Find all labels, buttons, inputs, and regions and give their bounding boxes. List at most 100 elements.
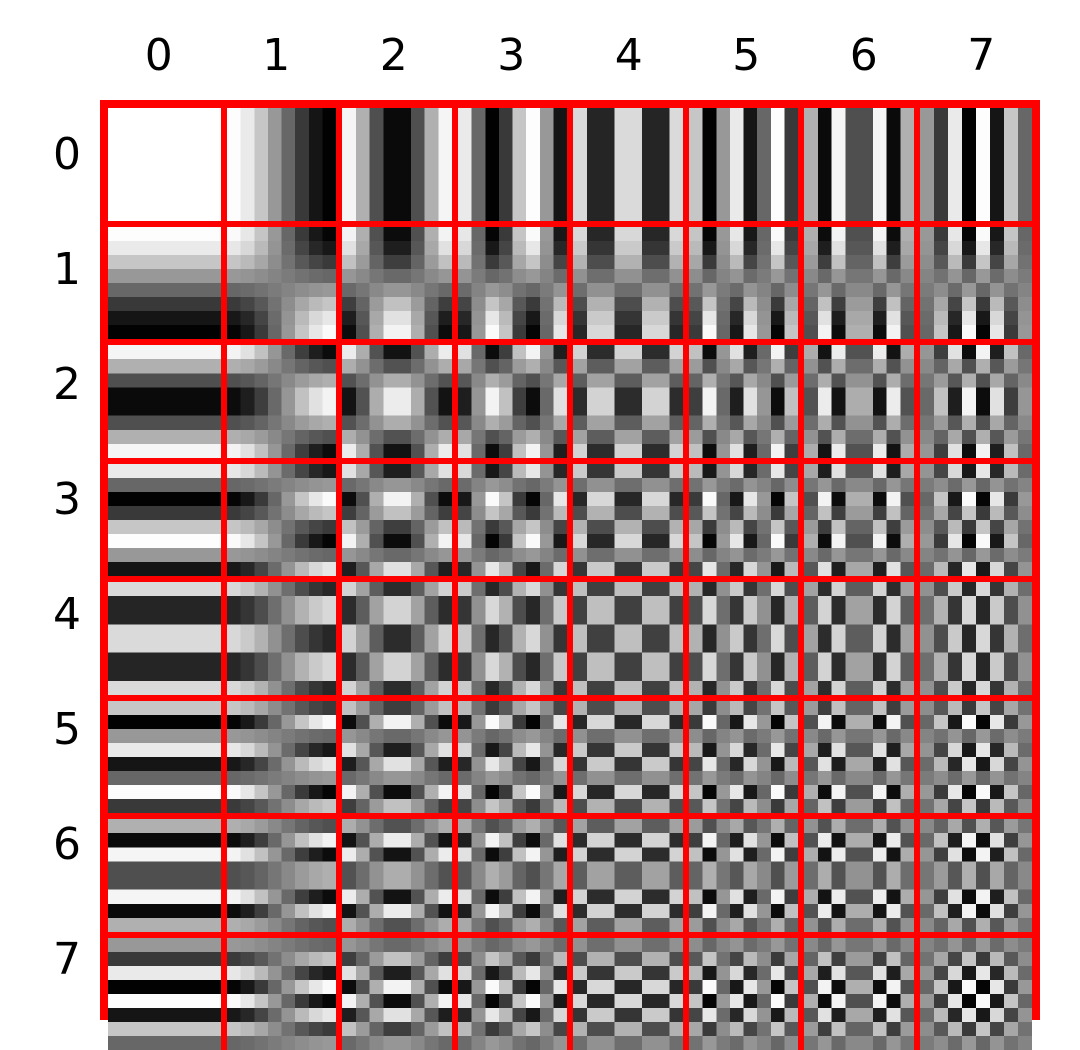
- basis-tile: [342, 108, 452, 221]
- basis-tile: [804, 108, 914, 221]
- basis-cell-1-4: [570, 224, 686, 343]
- col-label-2: 2: [335, 30, 453, 81]
- basis-tile: [573, 464, 683, 577]
- basis-tile: [920, 938, 1033, 1050]
- basis-cell-5-6: [801, 698, 917, 817]
- basis-cell-5-0: [108, 698, 224, 817]
- basis-cell-0-1: [224, 108, 340, 224]
- basis-tile: [804, 701, 914, 814]
- col-label-7: 7: [923, 30, 1041, 81]
- basis-cell-7-1: [224, 935, 340, 1050]
- row-label-6: 6: [34, 819, 100, 870]
- basis-tile: [920, 701, 1033, 814]
- basis-tile: [689, 345, 799, 458]
- basis-tile: [573, 582, 683, 695]
- basis-cell-7-4: [570, 935, 686, 1050]
- basis-tile: [689, 582, 799, 695]
- basis-cell-1-0: [108, 224, 224, 343]
- basis-cell-5-4: [570, 698, 686, 817]
- basis-cell-6-1: [224, 816, 340, 935]
- basis-cell-4-7: [917, 579, 1033, 698]
- basis-tile: [920, 819, 1033, 932]
- basis-cell-0-0: [108, 108, 224, 224]
- basis-tile: [108, 701, 221, 814]
- basis-cell-5-5: [686, 698, 802, 817]
- col-label-3: 3: [453, 30, 571, 81]
- basis-cell-5-2: [339, 698, 455, 817]
- basis-tile: [573, 227, 683, 340]
- basis-grid: [100, 100, 1040, 1020]
- basis-tile: [108, 108, 221, 221]
- basis-tile: [227, 345, 337, 458]
- row-label-2: 2: [34, 359, 100, 410]
- basis-tile: [689, 938, 799, 1050]
- basis-cell-4-5: [686, 579, 802, 698]
- basis-tile: [689, 819, 799, 932]
- basis-tile: [689, 227, 799, 340]
- basis-cell-3-0: [108, 461, 224, 580]
- basis-tile: [342, 227, 452, 340]
- basis-cell-1-2: [339, 224, 455, 343]
- basis-cell-7-0: [108, 935, 224, 1050]
- basis-cell-7-6: [801, 935, 917, 1050]
- basis-cell-2-4: [570, 342, 686, 461]
- basis-tile: [458, 701, 568, 814]
- basis-cell-2-2: [339, 342, 455, 461]
- basis-tile: [573, 938, 683, 1050]
- row-label-5: 5: [34, 704, 100, 755]
- basis-cell-2-1: [224, 342, 340, 461]
- basis-cell-2-5: [686, 342, 802, 461]
- basis-tile: [342, 701, 452, 814]
- basis-tile: [108, 464, 221, 577]
- basis-tile: [227, 582, 337, 695]
- basis-cell-4-3: [455, 579, 571, 698]
- basis-cell-0-2: [339, 108, 455, 224]
- basis-cell-1-5: [686, 224, 802, 343]
- basis-tile: [108, 819, 221, 932]
- basis-tile: [689, 464, 799, 577]
- basis-cell-0-5: [686, 108, 802, 224]
- basis-cell-2-3: [455, 342, 571, 461]
- basis-cell-6-4: [570, 816, 686, 935]
- col-label-6: 6: [805, 30, 923, 81]
- basis-tile: [804, 938, 914, 1050]
- basis-cell-3-6: [801, 461, 917, 580]
- basis-cell-6-2: [339, 816, 455, 935]
- col-label-4: 4: [570, 30, 688, 81]
- basis-tile: [342, 819, 452, 932]
- col-label-1: 1: [218, 30, 336, 81]
- basis-cell-4-4: [570, 579, 686, 698]
- basis-cell-1-1: [224, 224, 340, 343]
- basis-cell-7-7: [917, 935, 1033, 1050]
- basis-cell-3-3: [455, 461, 571, 580]
- basis-tile: [458, 345, 568, 458]
- basis-cell-1-6: [801, 224, 917, 343]
- basis-cell-1-3: [455, 224, 571, 343]
- basis-tile: [573, 108, 683, 221]
- basis-cell-5-7: [917, 698, 1033, 817]
- basis-tile: [804, 345, 914, 458]
- basis-cell-0-7: [917, 108, 1033, 224]
- basis-cell-0-6: [801, 108, 917, 224]
- basis-cell-0-3: [455, 108, 571, 224]
- basis-cell-1-7: [917, 224, 1033, 343]
- basis-tile: [342, 464, 452, 577]
- basis-cell-2-0: [108, 342, 224, 461]
- basis-tile: [920, 227, 1033, 340]
- basis-cell-7-3: [455, 935, 571, 1050]
- basis-cell-6-5: [686, 816, 802, 935]
- basis-cell-3-5: [686, 461, 802, 580]
- basis-tile: [920, 582, 1033, 695]
- row-label-7: 7: [34, 934, 100, 985]
- basis-cell-5-3: [455, 698, 571, 817]
- basis-cell-0-4: [570, 108, 686, 224]
- basis-cell-4-2: [339, 579, 455, 698]
- basis-cell-6-0: [108, 816, 224, 935]
- col-label-5: 5: [688, 30, 806, 81]
- basis-cell-3-2: [339, 461, 455, 580]
- basis-tile: [342, 938, 452, 1050]
- basis-tile: [227, 108, 337, 221]
- basis-tile: [108, 938, 221, 1050]
- basis-tile: [108, 227, 221, 340]
- basis-tile: [458, 819, 568, 932]
